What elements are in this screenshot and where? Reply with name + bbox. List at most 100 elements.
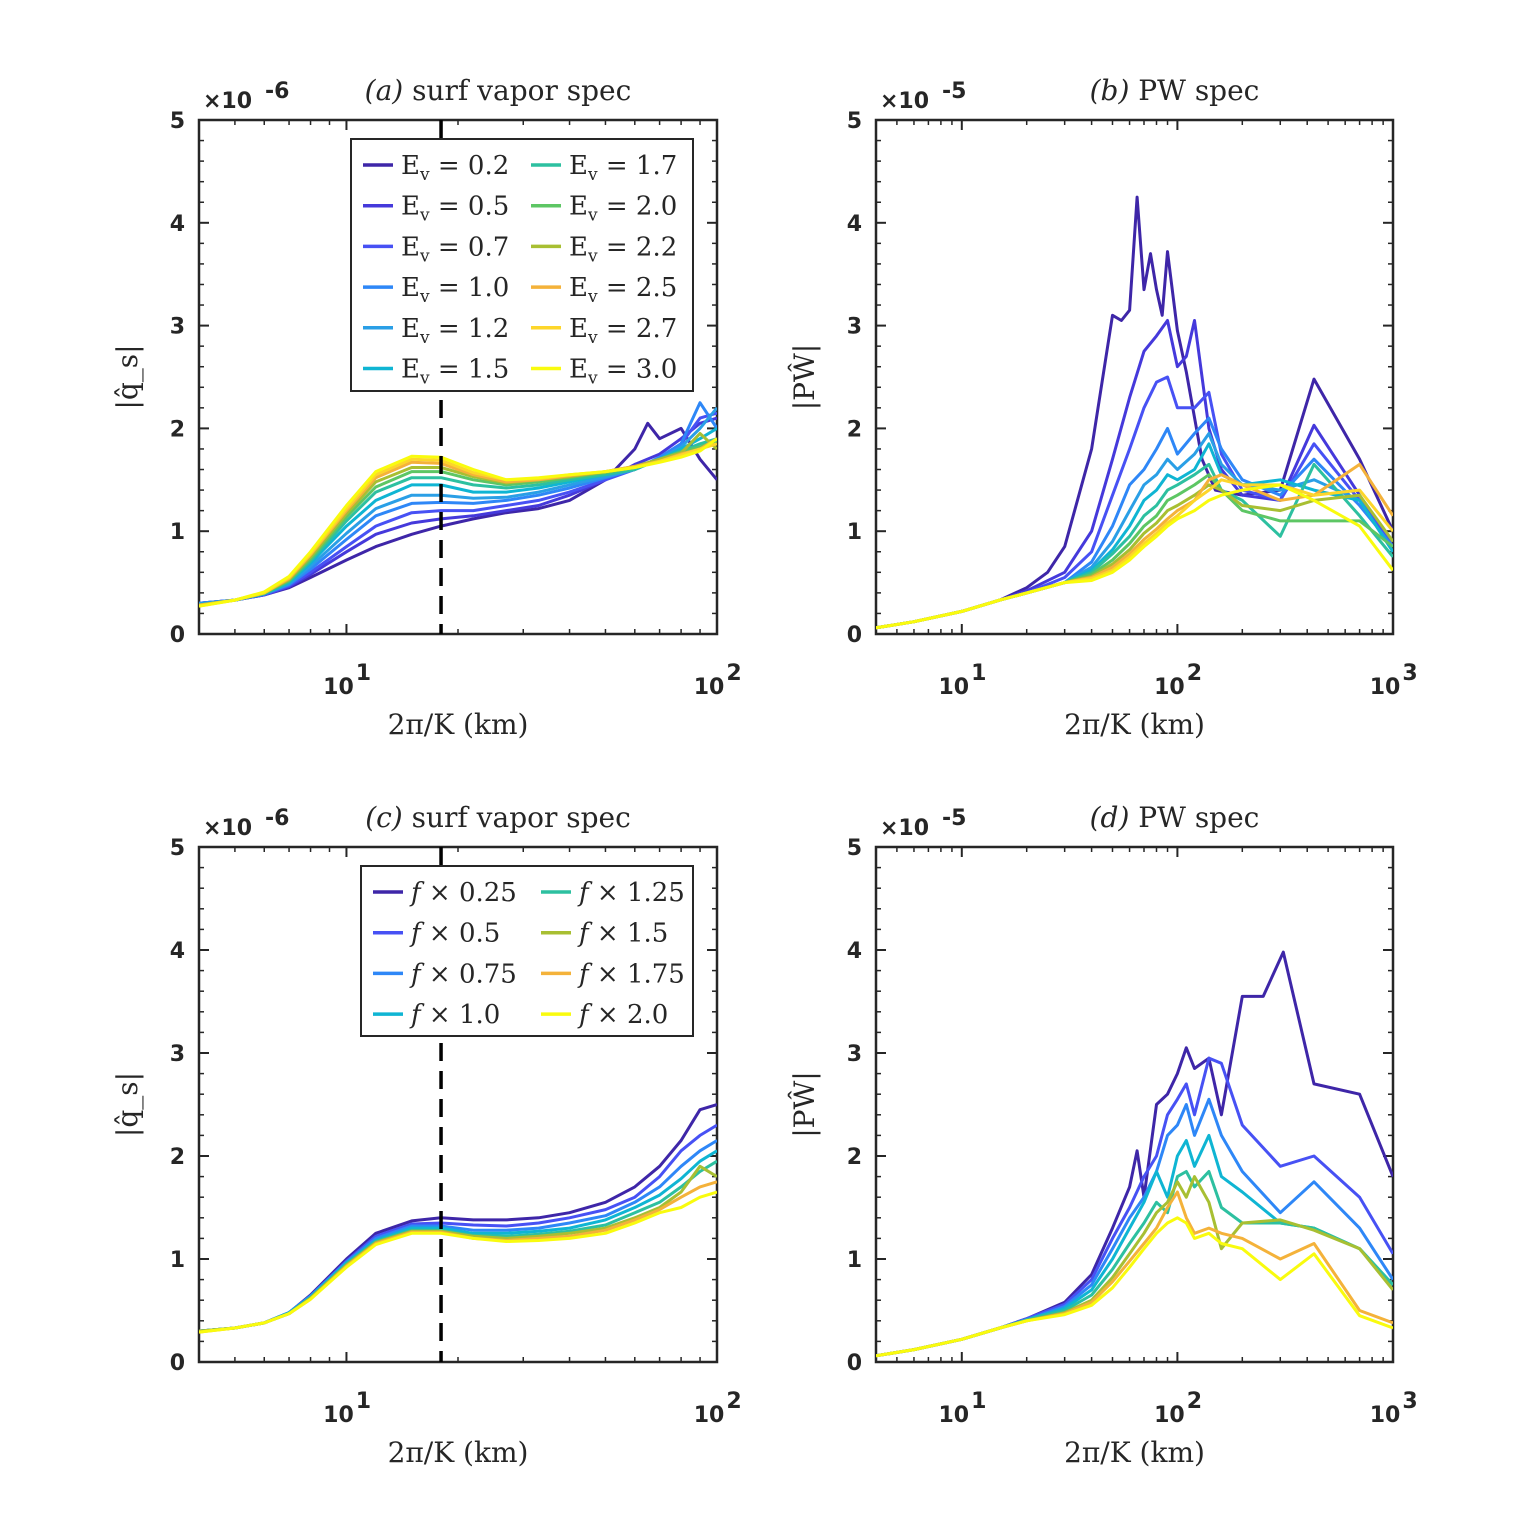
legend-entry-rest: × 1.75 — [589, 959, 685, 989]
legend-entry: f × 1.25 — [577, 878, 685, 908]
legend-entry: Ev = 0.5 — [401, 192, 509, 226]
y-axis-label: |PŴ| — [788, 1071, 821, 1138]
y-tick-label: 2 — [847, 1145, 862, 1170]
panel-title-text: PW spec — [1138, 74, 1259, 107]
legend-entry-rest: = 2.7 — [598, 314, 678, 344]
legend-entry-main: E — [401, 314, 420, 344]
y-axis-label: |q̂_s| — [111, 1072, 144, 1137]
legend-entry-sub: v — [587, 287, 598, 307]
x-tick-label: 10 — [694, 675, 725, 700]
x-tick-exponent: 2 — [726, 661, 741, 686]
legend-box — [360, 865, 694, 1037]
series-line-1 — [876, 1056, 1393, 1358]
series-group — [199, 401, 717, 608]
legend-entry-rest: = 1.5 — [430, 355, 510, 385]
series-line-3 — [199, 1149, 717, 1333]
x-axis-label: 2π/K (km) — [1064, 708, 1205, 741]
series-line-11 — [876, 483, 1393, 630]
series-group — [199, 1103, 717, 1334]
legend-entry-rest: = 1.2 — [430, 314, 510, 344]
series-line-0 — [199, 421, 717, 605]
y-scale-label: ×10 — [880, 89, 929, 114]
legend-entry-rest: × 1.25 — [589, 878, 685, 908]
legend-entry: Ev = 1.5 — [401, 355, 509, 389]
series-line-3 — [199, 401, 717, 605]
legend-entry-main: E — [569, 192, 588, 222]
y-tick-label: 0 — [847, 623, 862, 648]
x-tick-label: 10 — [323, 675, 354, 700]
legend-entry-sub: v — [419, 246, 430, 266]
legend-entry-rest: = 2.5 — [598, 273, 678, 303]
legend-entry: f × 2.0 — [577, 1000, 668, 1030]
x-tick-exponent: 2 — [1187, 1389, 1202, 1414]
y-tick-label: 2 — [170, 1145, 185, 1170]
y-tick-label: 5 — [170, 836, 185, 861]
axes-frame — [874, 118, 1395, 636]
legend-entry-main: E — [569, 273, 588, 303]
x-tick-label: 10 — [323, 1403, 354, 1428]
y-tick-label: 2 — [847, 417, 862, 442]
y-scale-label: ×10 — [203, 816, 252, 841]
legend-entry-sub: v — [587, 165, 598, 185]
legend-entry: f × 0.25 — [409, 878, 517, 908]
series-group — [876, 950, 1393, 1358]
y-tick-label: 5 — [847, 836, 862, 861]
x-tick-exponent: 3 — [1402, 661, 1417, 686]
legend-entry: f × 1.5 — [577, 919, 668, 949]
legend-entry-sub: v — [587, 328, 598, 348]
legend-entry: Ev = 1.0 — [401, 273, 509, 307]
legend: Ev = 0.2Ev = 0.5Ev = 0.7Ev = 1.0Ev = 1.2… — [350, 138, 694, 392]
panel-title-prefix: (a) — [365, 74, 412, 107]
x-axis-label: 2π/K (km) — [1064, 1436, 1205, 1469]
legend-entry-rest: = 1.0 — [430, 273, 510, 303]
x-tick-label: 10 — [694, 1403, 725, 1428]
y-tick-label: 0 — [847, 1351, 862, 1376]
x-axis-label: 2π/K (km) — [388, 708, 529, 741]
x-tick-label: 10 — [1154, 675, 1185, 700]
y-tick-label: 4 — [847, 939, 862, 964]
x-tick-exponent: 1 — [971, 661, 986, 686]
legend-entry: f × 0.75 — [409, 959, 517, 989]
y-scale-exponent: -5 — [942, 806, 966, 831]
y-tick-label: 1 — [170, 1248, 185, 1273]
y-tick-label: 0 — [170, 623, 185, 648]
legend-entry: f × 1.0 — [409, 1000, 500, 1030]
x-axis-label: 2π/K (km) — [388, 1436, 529, 1469]
legend-entry-rest: × 0.5 — [421, 919, 501, 949]
axes-frame — [874, 845, 1395, 1364]
legend-entry: Ev = 1.2 — [401, 314, 509, 348]
x-tick-label: 10 — [1154, 1403, 1185, 1428]
y-scale-label: ×10 — [203, 89, 252, 114]
legend-entry-sub: v — [419, 165, 430, 185]
y-tick-label: 3 — [170, 1042, 185, 1067]
series-line-4 — [199, 1159, 717, 1333]
y-tick-label: 1 — [170, 520, 185, 545]
series-line-5 — [876, 1175, 1393, 1358]
legend-entry-rest: = 0.5 — [430, 192, 510, 222]
panel-title: (b) PW spec — [1090, 74, 1260, 107]
y-scale-exponent: -6 — [265, 806, 289, 831]
legend-entry-main: E — [401, 192, 420, 222]
legend-entry-rest: = 2.0 — [598, 192, 678, 222]
legend-entry-main: E — [569, 232, 588, 262]
x-tick-exponent: 3 — [1402, 1389, 1417, 1414]
y-tick-label: 5 — [847, 109, 862, 134]
series-group — [876, 195, 1393, 630]
legend-entry-rest: × 2.0 — [589, 1000, 669, 1030]
legend-entry-rest: × 1.5 — [589, 919, 669, 949]
y-tick-label: 2 — [170, 417, 185, 442]
panel-title-prefix: (b) — [1090, 74, 1139, 107]
x-tick-exponent: 1 — [356, 1389, 371, 1414]
y-tick-label: 5 — [170, 109, 185, 134]
panel-title: (d) PW spec — [1090, 801, 1260, 834]
x-tick-exponent: 1 — [356, 661, 371, 686]
x-tick-label: 10 — [938, 1403, 969, 1428]
series-line-11 — [199, 437, 717, 608]
legend-entry-sub: v — [419, 328, 430, 348]
panel-title-prefix: (c) — [365, 801, 411, 834]
y-axis-label: |PŴ| — [788, 344, 821, 411]
